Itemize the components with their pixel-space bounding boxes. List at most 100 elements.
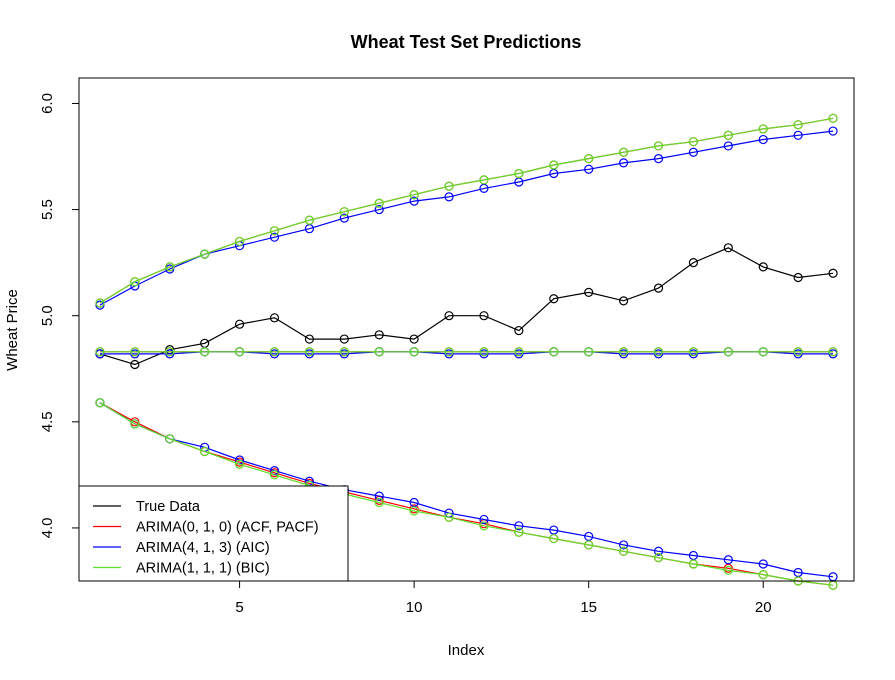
data-point xyxy=(165,347,175,357)
data-point xyxy=(584,164,594,174)
data-point xyxy=(688,147,699,157)
data-point xyxy=(374,491,384,501)
data-point xyxy=(688,559,699,569)
legend-box xyxy=(78,485,349,582)
data-point xyxy=(269,347,280,357)
data-point xyxy=(374,198,384,208)
data-point xyxy=(95,347,105,357)
x-axis-label: Index xyxy=(448,642,485,659)
data-point xyxy=(479,514,489,525)
data-point xyxy=(130,277,140,287)
data-point xyxy=(479,175,489,185)
data-point xyxy=(549,294,559,304)
data-point xyxy=(409,196,419,206)
plot-frame xyxy=(78,77,855,582)
data-point xyxy=(304,215,315,225)
data-point xyxy=(688,137,699,147)
legend-label: ARIMA(1, 1, 1) (BIC) xyxy=(136,561,270,577)
x-tick-label: 5 xyxy=(235,599,243,616)
data-point xyxy=(409,347,419,357)
legend-label: True Data xyxy=(136,499,201,515)
series-line-lower-bound xyxy=(99,402,834,586)
data-point xyxy=(339,207,349,217)
data-point xyxy=(584,347,594,357)
legend-label: ARIMA(0, 1, 0) (ACF, PACF) xyxy=(136,520,319,536)
data-point xyxy=(618,546,629,556)
data-point xyxy=(269,313,280,323)
data-point xyxy=(444,192,454,202)
data-point xyxy=(758,262,768,272)
data-point xyxy=(444,347,454,357)
data-point xyxy=(200,347,210,357)
data-point xyxy=(269,232,280,242)
data-point xyxy=(688,258,699,268)
data-point xyxy=(618,296,629,306)
data-point xyxy=(200,446,210,457)
data-point xyxy=(514,521,524,531)
data-point xyxy=(514,325,524,336)
y-tick-label: 4.5 xyxy=(39,411,56,432)
data-point xyxy=(444,512,454,522)
data-point xyxy=(479,311,489,321)
data-point xyxy=(688,347,699,357)
legend: True Data ARIMA(0, 1, 0) (ACF, PACF) ARIMA… xyxy=(78,485,349,582)
data-point xyxy=(584,287,594,297)
data-point xyxy=(793,120,803,130)
data-point xyxy=(339,347,349,357)
data-point xyxy=(723,141,733,151)
data-point xyxy=(653,553,664,563)
y-axis-label: Wheat Price xyxy=(4,289,21,371)
series-group xyxy=(95,243,838,370)
data-point xyxy=(653,347,664,357)
data-point xyxy=(130,419,140,429)
data-point xyxy=(828,347,838,357)
series-line-upper-bound xyxy=(99,117,834,304)
data-point xyxy=(200,249,210,259)
data-point xyxy=(723,565,733,575)
chart-title: Wheat Test Set Predictions xyxy=(351,32,582,52)
data-point xyxy=(758,559,768,569)
data-point xyxy=(269,226,280,236)
data-point xyxy=(758,124,768,134)
data-point xyxy=(269,470,280,480)
data-point xyxy=(653,283,664,293)
y-tick-label: 5.5 xyxy=(39,199,56,220)
data-point xyxy=(165,434,175,444)
data-point xyxy=(723,243,733,253)
y-tick-label: 6.0 xyxy=(39,93,56,114)
data-point xyxy=(374,347,384,357)
data-point xyxy=(409,190,419,200)
series-line-lower-bound xyxy=(99,402,834,578)
data-point xyxy=(793,272,803,283)
data-point xyxy=(723,347,733,357)
data-point xyxy=(234,319,245,329)
data-point xyxy=(304,334,315,344)
legend-label: ARIMA(4, 1, 3) (AIC) xyxy=(136,540,270,556)
data-point xyxy=(444,181,454,191)
data-point xyxy=(758,134,768,145)
data-point xyxy=(618,158,629,168)
data-point xyxy=(758,570,768,580)
data-point xyxy=(758,347,768,357)
data-point xyxy=(234,347,245,357)
data-point xyxy=(374,497,384,508)
data-point xyxy=(479,347,489,357)
data-point xyxy=(479,521,489,531)
data-point xyxy=(95,398,105,408)
data-point xyxy=(130,347,140,357)
data-point xyxy=(304,347,315,357)
data-point xyxy=(444,311,454,321)
data-point xyxy=(165,262,175,272)
data-point xyxy=(653,141,664,151)
data-point xyxy=(514,168,524,179)
data-point xyxy=(234,459,245,469)
data-point xyxy=(723,130,733,140)
series-line-upper-bound xyxy=(99,130,834,306)
data-point xyxy=(793,130,803,140)
data-point xyxy=(95,298,105,308)
data-point xyxy=(828,126,838,136)
data-point xyxy=(584,540,594,550)
data-point xyxy=(339,213,349,223)
x-tick-label: 15 xyxy=(580,599,597,616)
data-point xyxy=(374,204,384,215)
